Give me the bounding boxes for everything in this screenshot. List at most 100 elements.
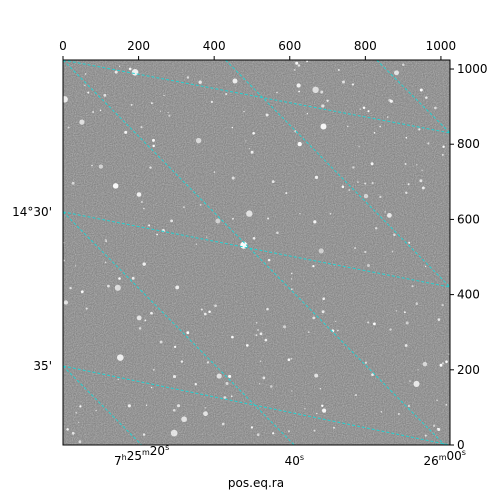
bottom-ra-axis: 7h25m20s 40s 26m00s (114, 443, 466, 468)
star (63, 300, 69, 305)
star (320, 123, 327, 130)
star (421, 186, 425, 190)
star (252, 132, 255, 135)
star (419, 88, 423, 92)
star (370, 162, 374, 166)
star (299, 212, 301, 215)
star (78, 440, 82, 444)
star (105, 239, 107, 241)
star (405, 191, 408, 195)
star (248, 148, 250, 150)
star (180, 360, 184, 363)
star (351, 83, 355, 86)
star (91, 164, 93, 167)
right-tick-label: 800 (457, 137, 480, 151)
star (276, 91, 278, 94)
star (66, 428, 69, 431)
star (321, 310, 325, 314)
star (181, 416, 187, 423)
star (173, 409, 176, 412)
star (306, 60, 308, 63)
star (84, 73, 87, 75)
star (404, 163, 407, 165)
star (380, 411, 383, 413)
star (290, 278, 293, 280)
star (175, 285, 180, 290)
star (398, 413, 400, 415)
star (306, 113, 308, 115)
star (74, 265, 77, 267)
star (258, 383, 261, 385)
star (358, 146, 360, 148)
right-tick-label: 200 (457, 363, 480, 377)
star (208, 310, 211, 314)
star (245, 140, 247, 142)
star (195, 243, 198, 245)
star (138, 327, 142, 330)
star (195, 137, 202, 144)
star (321, 104, 325, 108)
star (92, 111, 94, 113)
star (255, 334, 258, 337)
grid-line-dec (63, 211, 450, 288)
star (159, 110, 162, 112)
star (127, 404, 131, 408)
star (136, 192, 142, 197)
star (78, 421, 80, 423)
star (371, 182, 374, 185)
star (419, 179, 423, 183)
star (347, 125, 349, 128)
star (152, 144, 155, 148)
ra-tick-label: 7h25m20s (114, 443, 169, 468)
top-tick-label: 1000 (426, 39, 457, 53)
star (312, 316, 316, 320)
star (214, 304, 217, 308)
star (176, 404, 181, 408)
ra-tick-label: 26m00s (423, 448, 466, 468)
star (265, 113, 269, 117)
star (394, 70, 399, 76)
star (159, 340, 163, 344)
star (63, 259, 66, 262)
star (69, 286, 72, 290)
star (206, 361, 210, 364)
star (405, 136, 408, 139)
star (144, 319, 147, 322)
star (424, 434, 427, 437)
star (230, 395, 233, 398)
star (364, 182, 367, 185)
star (407, 183, 410, 186)
star (285, 192, 288, 195)
star (357, 181, 359, 183)
star (250, 426, 254, 429)
star (333, 426, 335, 429)
star (152, 368, 155, 371)
star (267, 217, 270, 220)
star (79, 119, 85, 125)
star (79, 405, 82, 408)
star (130, 103, 133, 106)
star (342, 80, 345, 84)
star (379, 125, 382, 128)
star (391, 250, 394, 253)
star (246, 210, 253, 217)
star (384, 211, 386, 213)
star (408, 241, 411, 244)
grid-line-dec (63, 365, 450, 445)
star (205, 236, 208, 238)
star (337, 329, 339, 332)
star (373, 131, 376, 134)
star (373, 322, 376, 326)
top-tick-label: 600 (278, 39, 301, 53)
star (348, 189, 350, 191)
star (272, 432, 275, 435)
star (282, 325, 287, 329)
star (262, 376, 266, 380)
star (313, 220, 317, 224)
star (203, 411, 208, 417)
star (308, 331, 310, 333)
star (128, 67, 132, 71)
star (318, 248, 324, 254)
star (71, 431, 75, 435)
star (95, 409, 97, 412)
